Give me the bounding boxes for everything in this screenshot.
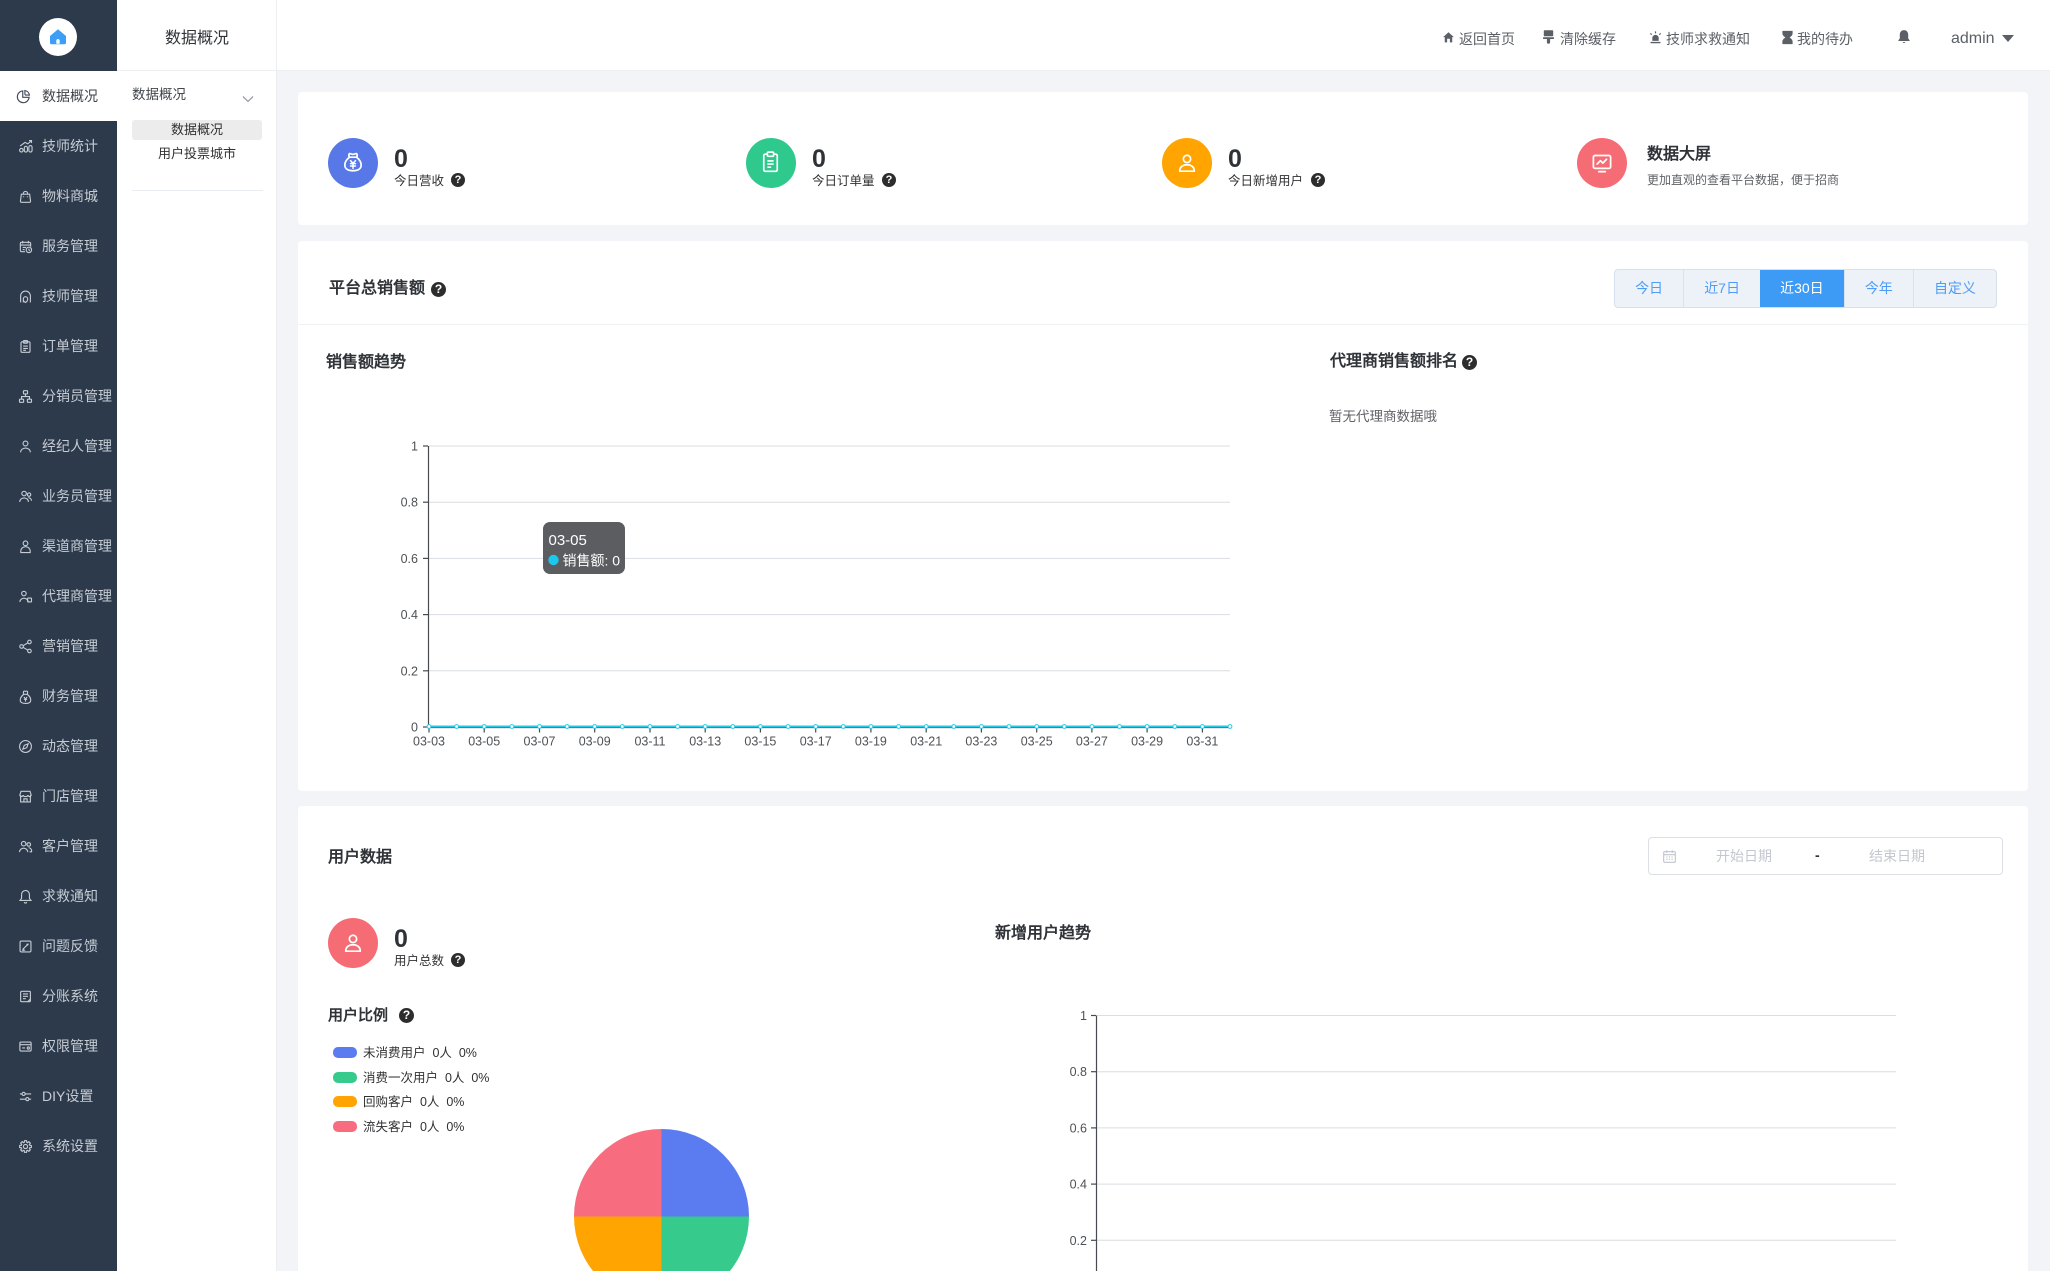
svg-text:0.2: 0.2 [401,664,418,678]
svg-text:03-07: 03-07 [524,735,556,749]
svg-text:0: 0 [411,721,418,735]
svg-text:03-21: 03-21 [910,735,942,749]
svg-text:03-09: 03-09 [579,735,611,749]
svg-text:0.4: 0.4 [1070,1178,1087,1192]
svg-text:03-17: 03-17 [800,735,832,749]
svg-text:0.2: 0.2 [1070,1234,1087,1248]
svg-text:03-25: 03-25 [1021,735,1053,749]
svg-text:1: 1 [1080,1009,1087,1023]
svg-text:03-15: 03-15 [744,735,776,749]
svg-text:03-19: 03-19 [855,735,887,749]
svg-text:0.4: 0.4 [401,608,418,622]
svg-text:0.6: 0.6 [401,552,418,566]
svg-text:03-23: 03-23 [965,735,997,749]
svg-text:0.8: 0.8 [1070,1065,1087,1079]
svg-text:03-27: 03-27 [1076,735,1108,749]
svg-text:销售额: 0: 销售额: 0 [563,553,621,569]
svg-text:03-13: 03-13 [689,735,721,749]
svg-text:03-29: 03-29 [1131,735,1163,749]
svg-text:03-03: 03-03 [413,735,445,749]
svg-text:03-11: 03-11 [634,735,665,749]
svg-text:0.6: 0.6 [1070,1121,1087,1135]
svg-text:0.8: 0.8 [401,496,418,510]
svg-text:03-05: 03-05 [468,735,500,749]
svg-text:03-31: 03-31 [1186,735,1218,749]
svg-text:1: 1 [411,440,418,454]
svg-text:03-05: 03-05 [549,532,587,549]
